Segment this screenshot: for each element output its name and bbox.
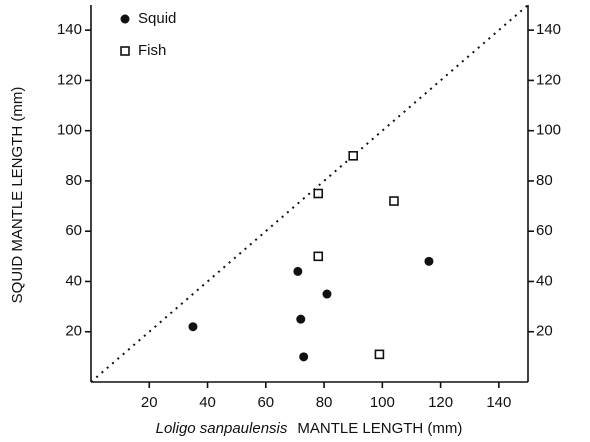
y2-tick-label: 20 — [536, 323, 553, 340]
point — [389, 196, 399, 206]
legend-label: Fish — [138, 42, 166, 59]
x-tick-label: 100 — [370, 394, 395, 411]
point — [374, 349, 385, 360]
point — [424, 256, 434, 266]
y2-tick-label: 40 — [536, 272, 553, 289]
reference-line — [90, 4, 529, 383]
x-tick-label: 20 — [141, 394, 158, 411]
y2-tick-label: 140 — [536, 21, 561, 38]
legend-label: Squid — [138, 10, 176, 27]
y-axis-label: SQUID MANTLE LENGTH (mm) — [9, 87, 26, 304]
point — [299, 352, 309, 362]
y2-tick-label: 120 — [536, 71, 561, 88]
y2-tick-label: 80 — [536, 172, 553, 189]
y-tick-label: 40 — [65, 272, 82, 289]
x-axis-label: Loligo sanpaulensis MANTLE LENGTH (mm) — [156, 420, 463, 437]
point — [348, 151, 359, 161]
y-tick-label: 140 — [57, 21, 82, 38]
x-axis-label-italic: Loligo sanpaulensis — [156, 420, 288, 437]
y2-tick-label: 60 — [536, 222, 553, 239]
x-tick-label: 120 — [428, 394, 453, 411]
y-tick-label: 60 — [65, 222, 82, 239]
point — [322, 289, 332, 299]
point — [188, 322, 198, 332]
y-tick-label: 100 — [57, 122, 82, 139]
legend-marker — [120, 14, 130, 24]
y-tick-label: 120 — [57, 71, 82, 88]
x-tick-label: 60 — [257, 394, 274, 411]
x-tick-label: 80 — [316, 394, 333, 411]
legend-marker — [120, 46, 130, 56]
x-axis-label-rest: MANTLE LENGTH (mm) — [297, 420, 462, 437]
point — [293, 266, 303, 276]
y2-tick-label: 100 — [536, 122, 561, 139]
point — [313, 251, 324, 262]
y-tick-label: 80 — [65, 172, 82, 189]
y-tick-label: 20 — [65, 323, 82, 340]
point — [296, 314, 306, 324]
x-tick-label: 40 — [199, 394, 216, 411]
point — [313, 188, 324, 199]
x-tick-label: 140 — [486, 394, 511, 411]
